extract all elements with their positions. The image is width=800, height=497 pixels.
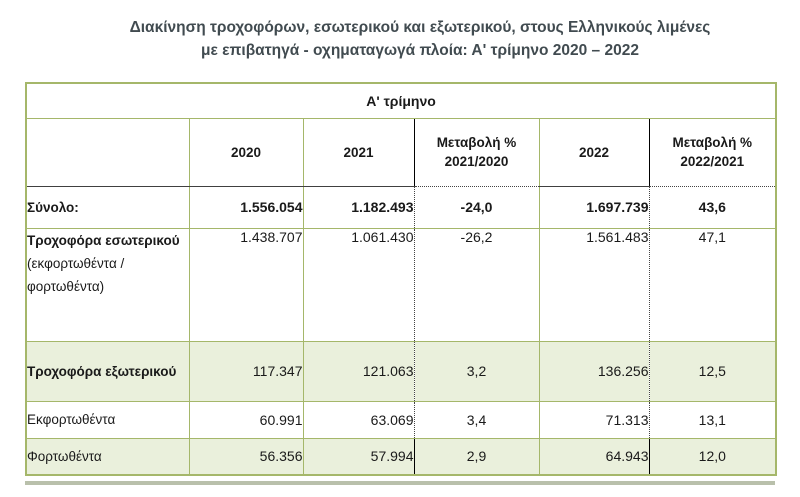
quarter-header: Α' τρίμηνο (26, 83, 777, 119)
change-2021-2020: 3,2 (413, 341, 539, 402)
table-row-total: Σύνολο: 1.556.054 1.182.493 -24,0 1.697.… (26, 186, 777, 229)
change-2022-2021: 12,5 (648, 341, 777, 402)
change-2021-2020: -24,0 (413, 186, 539, 229)
value-2020: 1.438.707 (188, 228, 303, 342)
traffic-table: Α' τρίμηνο 2020 2021 Μεταβολή % 2021/202… (25, 82, 778, 476)
value-2022: 71.313 (538, 401, 649, 439)
value-2021: 57.994 (302, 438, 414, 475)
row-label: Εκφορτωθέντα (26, 401, 189, 439)
value-2021: 121.063 (302, 341, 414, 402)
value-2021: 1.061.430 (302, 228, 414, 342)
table-row-domestic-vehicles: Τροχοφόρα εσωτερικού (εκφορτωθέντα / φορ… (26, 228, 777, 342)
document-title-line1: Διακίνηση τροχοφόρων, εσωτερικού και εξω… (129, 19, 711, 36)
table-row-unloaded: Εκφορτωθέντα 60.991 63.069 3,4 71.313 13… (26, 401, 777, 439)
row-label-main: Τροχοφόρα εσωτερικού (27, 232, 180, 248)
value-2020: 56.356 (188, 438, 303, 475)
column-header-row: 2020 2021 Μεταβολή % 2021/2020 2022 Μετα… (26, 118, 777, 187)
table-row-international-vehicles: Τροχοφόρα εξωτερικού 117.347 121.063 3,2… (26, 341, 777, 402)
value-2022: 1.697.739 (538, 186, 649, 229)
change-2021-2020: 2,9 (413, 438, 539, 475)
column-header-empty (26, 118, 189, 187)
column-header-2022: 2022 (538, 118, 649, 187)
row-label: Φορτωθέντα (26, 438, 189, 475)
quarter-header-row: Α' τρίμηνο (26, 83, 777, 119)
row-label-note: (εκφορτωθέντα / φορτωθέντα) (27, 255, 125, 294)
value-2022: 64.943 (538, 438, 649, 475)
column-header-2021: 2021 (302, 118, 414, 187)
change-2021-2020: -26,2 (413, 228, 539, 342)
row-label: Τροχοφόρα εσωτερικού (εκφορτωθέντα / φορ… (26, 228, 189, 342)
table-row-loaded: Φορτωθέντα 56.356 57.994 2,9 64.943 12,0 (26, 438, 777, 475)
row-label: Τροχοφόρα εξωτερικού (26, 341, 189, 402)
column-header-2020: 2020 (188, 118, 303, 187)
value-2020: 60.991 (188, 401, 303, 439)
change-2021-2020: 3,4 (413, 401, 539, 439)
value-2020: 117.347 (188, 341, 303, 402)
change-2022-2021: 47,1 (648, 228, 777, 342)
document-title-line2: με επιβατηγά - οχηματαγωγά πλοία: Α' τρί… (201, 42, 639, 59)
document-title: Διακίνηση τροχοφόρων, εσωτερικού και εξω… (70, 16, 770, 62)
value-2021: 63.069 (302, 401, 414, 439)
column-header-change-2021-2020: Μεταβολή % 2021/2020 (413, 118, 539, 187)
value-2022: 136.256 (538, 341, 649, 402)
row-label: Σύνολο: (26, 186, 189, 229)
change-2022-2021: 12,0 (648, 438, 777, 475)
table-bottom-rule (25, 481, 775, 485)
column-header-change-2022-2021: Μεταβολή % 2022/2021 (648, 118, 777, 187)
value-2020: 1.556.054 (188, 186, 303, 229)
change-2022-2021: 13,1 (648, 401, 777, 439)
value-2022: 1.561.483 (538, 228, 649, 342)
change-2022-2021: 43,6 (648, 186, 777, 229)
value-2021: 1.182.493 (302, 186, 414, 229)
